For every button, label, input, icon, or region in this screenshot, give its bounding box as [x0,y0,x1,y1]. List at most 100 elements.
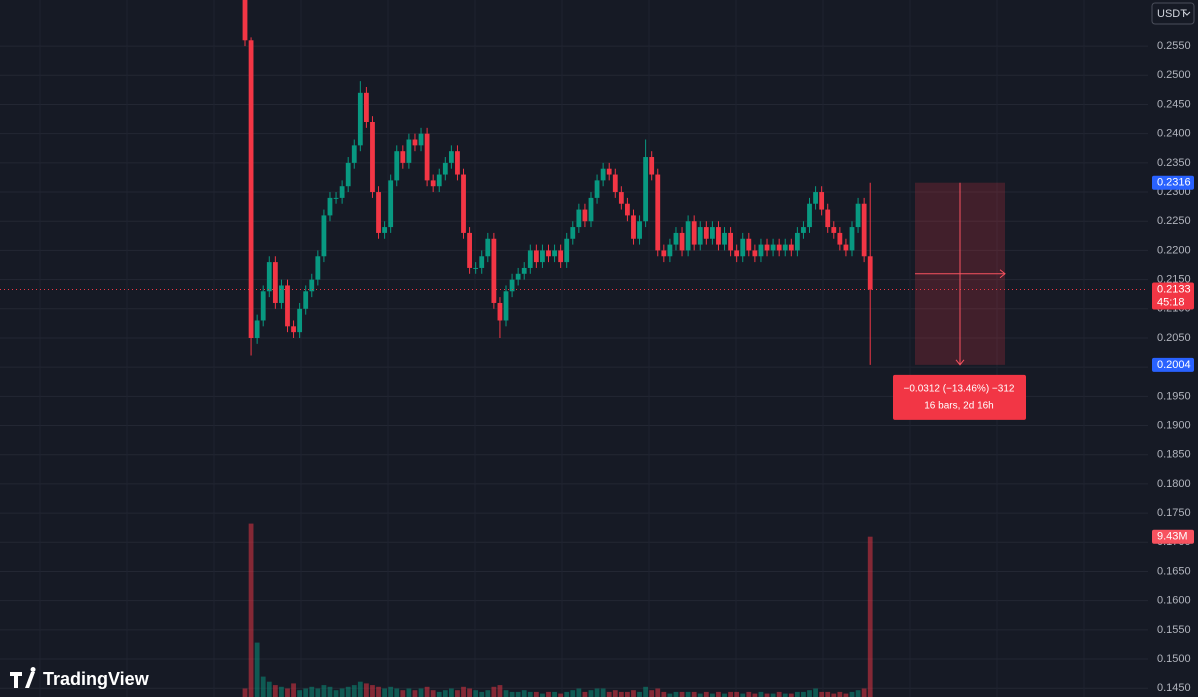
volume-bar [612,690,618,697]
candle-body [582,209,588,222]
volume-bar [285,688,290,697]
volume-bar [503,690,509,697]
candle-body [485,238,491,257]
volume-bar [588,690,594,697]
candle-body [382,227,388,233]
candle-body [661,250,667,257]
candle-body [491,238,497,303]
volume-bar [254,642,260,697]
volume-bar [691,691,697,697]
candle-body [400,151,406,163]
volume-bar [813,688,818,697]
candle-body [424,133,430,181]
candle-body [861,203,867,257]
volume-bar [576,688,582,697]
currency-label[interactable]: USDT [1157,8,1187,20]
candle-body [527,250,533,268]
y-tick-label: 0.2350 [1157,157,1191,169]
volume-bar [734,691,740,697]
volume-bar [655,688,661,697]
volume-bar [770,693,776,697]
candle-body [303,291,309,309]
volume-bar [339,688,345,697]
candle-body [339,186,345,198]
candle-body [309,279,315,292]
candle-body [345,162,351,187]
volume-bar [315,688,321,697]
candle-body [734,250,740,257]
candle-body [497,302,503,321]
candle-body [855,203,861,228]
volume-bar [333,690,339,697]
volume-bar [509,691,515,697]
candle-body [776,244,782,251]
last-price-tag-box [1152,282,1194,310]
low-tag-label: 0.2004 [1157,359,1191,371]
y-tick-label: 0.1500 [1157,653,1191,665]
volume-bar [861,688,867,697]
candle-body [825,209,831,228]
measure-line2: 16 bars, 2d 16h [924,400,994,411]
volume-bar [552,691,557,697]
candle-body [631,215,636,239]
volume-bar [266,681,272,697]
measure-arrow-right [999,269,1006,279]
volume-bar [406,688,412,697]
candle-body [570,227,576,239]
volume-bar [752,693,758,697]
dropdown-arrow[interactable] [1183,11,1191,16]
currency-box[interactable] [1151,2,1195,25]
volume-bar [867,536,873,697]
y-tick-label: 0.1900 [1157,419,1191,431]
volume-bar [327,686,333,697]
volume-bar [679,691,685,697]
candle-body [248,40,254,338]
volume-bar [424,686,430,697]
candle-body [285,285,290,327]
volume-tag-label: 9.43M [1157,531,1188,543]
volume-bar [345,686,351,697]
currency-button[interactable]: USDT [1151,2,1195,25]
volume-bar [837,691,843,697]
volume-bar [400,690,406,697]
volume-bar [351,685,357,697]
candle-body [813,192,818,204]
volume-bar [473,690,479,697]
volume-bar [703,691,709,697]
volume-bar [448,688,454,697]
volume-bar [709,693,715,697]
candle-body [552,250,557,257]
candle-body [515,273,521,280]
candle-body [364,92,369,123]
candle-body [849,227,855,251]
volume-bar [740,693,746,697]
candle-body [521,267,527,274]
volume-bar [582,691,588,697]
volume-bar [801,691,806,697]
volume-bar [260,676,266,697]
candle-body [564,238,570,263]
volume-bar [649,690,655,697]
measure-label-box [893,374,1026,420]
candle-body [297,308,303,333]
candle-body [673,232,679,245]
volume-bar [819,691,825,697]
volume-bar [382,688,388,697]
volume-layer [242,523,873,697]
candle-body [843,244,849,251]
candle-body [455,151,460,175]
volume-bar [291,683,296,697]
volume-bar [497,685,503,697]
candle-body [376,192,381,233]
y-tick-label: 0.1850 [1157,449,1191,461]
candle-body [540,250,545,263]
y-tick-label: 0.1750 [1157,507,1191,519]
volume-bar [661,691,667,697]
candle-body [254,320,260,338]
volume-bar [643,686,649,697]
volume-bar [455,690,460,697]
candle-body [406,139,412,163]
candle-body [315,256,321,280]
